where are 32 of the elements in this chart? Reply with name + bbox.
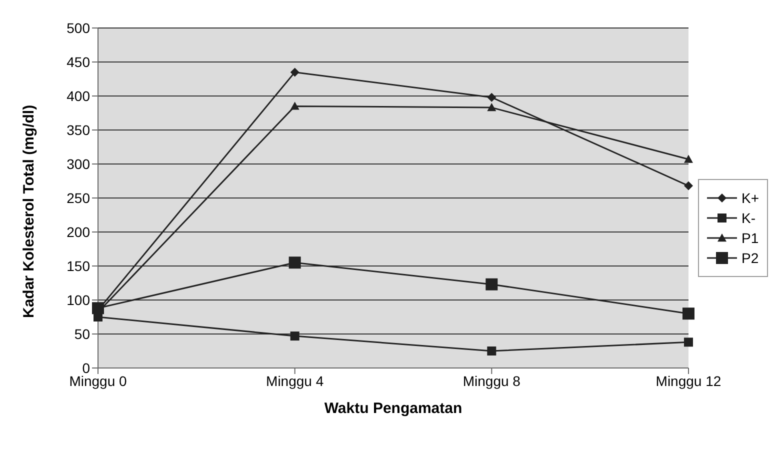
y-axis-title: Kadar Kolesterol Total (mg/dl) (20, 104, 38, 318)
y-tick-label: 500 (66, 20, 90, 36)
point (486, 278, 498, 290)
y-tick-label: 250 (66, 190, 90, 206)
y-tick-label: 350 (66, 122, 90, 138)
point (684, 181, 693, 190)
point (487, 346, 496, 356)
point (684, 154, 693, 163)
legend-label: K+ (741, 190, 759, 206)
y-tick-label: 450 (66, 54, 90, 70)
y-tick-label: 300 (66, 156, 90, 172)
point (290, 68, 300, 77)
y-tick-label: 200 (66, 224, 90, 240)
point (684, 338, 693, 347)
legend-label: K- (741, 210, 756, 226)
point (288, 256, 301, 269)
point (487, 103, 496, 112)
x-tick-label: Minggu 4 (266, 372, 324, 389)
x-tick-label: Minggu 12 (656, 372, 722, 389)
legend-label: P2 (741, 250, 759, 266)
y-tick-label: 400 (66, 88, 90, 104)
y-tick-label: 100 (66, 292, 90, 308)
x-tick-label: Minggu 8 (462, 372, 521, 389)
y-tick-label: 50 (74, 326, 90, 342)
point (290, 102, 300, 110)
legend-label: P1 (741, 230, 759, 246)
x-axis-title: Waktu Pengamatan (324, 400, 462, 417)
y-tick-label: 150 (66, 258, 90, 274)
point (487, 92, 496, 102)
point (92, 302, 104, 314)
point (682, 308, 694, 320)
point (290, 332, 300, 341)
